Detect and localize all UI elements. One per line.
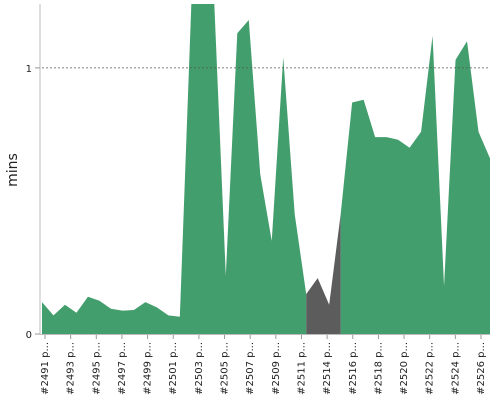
y-tick-label: 1: [26, 64, 32, 75]
x-tick-label: #2505 p...: [220, 342, 231, 395]
x-tick-label: #2509 p...: [271, 342, 282, 395]
x-tick-label: #2524 p...: [450, 342, 461, 395]
x-tick-label: #2522 p...: [425, 342, 436, 395]
y-ticks: 01: [26, 64, 40, 341]
x-tick-label: #2491 p...: [40, 342, 51, 395]
x-tick-label: #2503 p...: [194, 342, 205, 395]
series-1-area-2: [340, 35, 490, 334]
y-tick-label: 0: [26, 330, 32, 341]
x-tick-label: #2507 p...: [245, 342, 256, 395]
axes: [39, 4, 490, 335]
x-tick-label: #2520 p...: [399, 342, 410, 395]
x-tick-label: #2501 p...: [168, 342, 179, 395]
plot-areas: [42, 4, 490, 334]
x-ticks: #2491 p... #2493 p... #2495 p... #2497 p...…: [40, 335, 487, 395]
x-tick-label: #2493 p...: [66, 342, 77, 395]
x-tick-label: #2495 p...: [91, 342, 102, 395]
x-tick-label: #2526 p...: [476, 342, 487, 395]
x-tick-label: #2514 p...: [322, 342, 333, 395]
x-tick-label: #2499 p...: [143, 342, 154, 395]
x-tick-label: #2497 p...: [117, 342, 128, 395]
x-tick-label: #2516 p...: [348, 342, 359, 395]
y-axis-label: mins: [5, 153, 21, 187]
x-tick-label: #2511 p...: [296, 342, 307, 395]
x-tick-label: #2518 p...: [373, 342, 384, 395]
series-1-area-1: [42, 4, 307, 334]
series-2-area-1: [306, 214, 341, 334]
